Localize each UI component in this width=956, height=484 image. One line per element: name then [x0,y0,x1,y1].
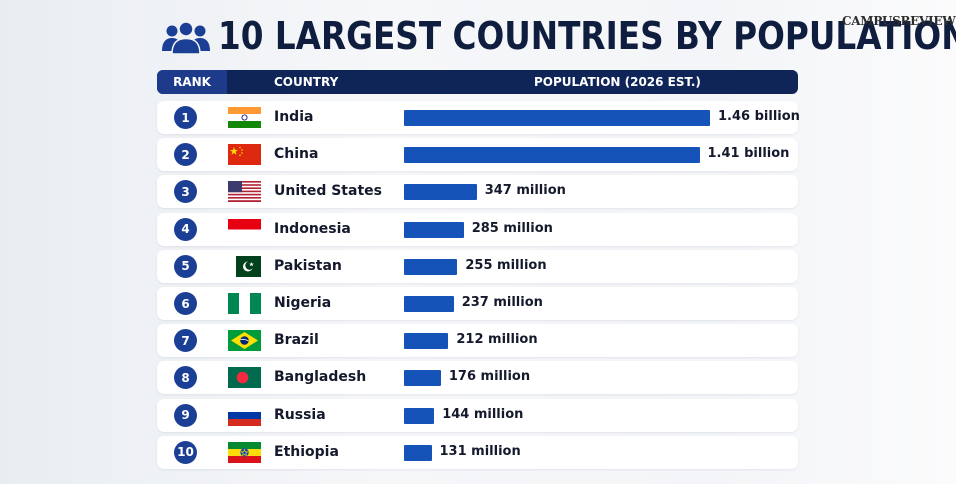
rank-badge: 6 [174,292,197,315]
rank-badge: 1 [174,106,197,129]
bar-ethiopia [404,444,432,461]
bar-label-russia: 144 million [442,406,524,422]
table-row: 1 India 1.46 billion [157,101,800,134]
table-row: 3 United States 347 million [157,175,798,209]
country-name-indonesia: Indonesia [274,220,351,237]
bar-brazil [404,333,449,350]
bar-russia [404,407,435,424]
table-row: 7 Brazil 212 million [157,324,798,358]
country-name-russia: Russia [274,406,326,423]
rank-badge: 10 [174,440,197,464]
country-name-bangladesh: Bangladesh [274,369,367,386]
brand-logo: CAMPUSREVIEW [842,14,956,28]
country-name-united-states: United States [274,183,382,200]
bar-bangladesh [404,370,441,387]
bar-label-ethiopia: 131 million [439,443,521,459]
india-flag-icon [228,107,261,128]
rank-badge: 7 [174,329,197,353]
table-row: 8 Bangladesh 176 million [157,361,798,395]
table-row: 5 Pakistan 255 million [157,249,798,283]
bar-india [404,110,710,126]
table-row: 2 China 1.41 billion [157,138,798,172]
rank-badge: 9 [174,403,197,427]
page-title: 10 LARGEST COUNTRIES BY POPULATION [218,14,956,58]
bar-label-china: 1.41 billion [707,146,790,162]
rank-badge: 3 [174,180,197,204]
ethiopia-flag-icon [228,442,261,463]
bar-label-indonesia: 285 million [471,220,553,236]
header-country: COUNTRY [274,75,339,89]
rank-badge: 5 [174,254,197,278]
country-name-brazil: Brazil [274,332,319,349]
bar-label-india: 1.46 billion [718,109,800,124]
title-area: 10 LARGEST COUNTRIES BY POPULATION CAMPU… [0,0,956,66]
table-row: 6 Nigeria 237 million [157,287,798,320]
rank-badge: 4 [174,217,197,241]
bar-nigeria [404,296,454,312]
people-group-icon [162,21,210,55]
table-row: 10 Ethiopia 131 million [157,435,798,469]
rank-badge: 8 [174,366,197,390]
country-name-nigeria: Nigeria [274,295,332,311]
table-header: RANK COUNTRY POPULATION (2026 EST.) [157,70,798,94]
bar-indonesia [404,221,464,238]
indonesia-flag-icon [228,219,261,240]
table-row: 4 Indonesia 285 million [157,212,798,246]
russia-flag-icon [228,405,261,426]
bar-china [404,147,700,164]
bar-label-brazil: 212 million [456,332,538,348]
usa-flag-icon [228,181,261,202]
country-name-pakistan: Pakistan [274,257,342,274]
country-name-china: China [274,146,319,163]
pakistan-flag-icon [228,256,261,277]
header-rank: RANK [157,70,227,94]
china-flag-icon [228,144,261,165]
brazil-flag-icon [228,330,261,351]
table-row: 9 Russia 144 million [157,398,798,432]
bar-label-pakistan: 255 million [465,257,547,273]
country-name-india: India [274,109,314,125]
nigeria-flag-icon [228,293,261,314]
bar-label-bangladesh: 176 million [448,369,531,385]
bangladesh-flag-icon [228,367,261,388]
bar-label-nigeria: 237 million [461,295,543,310]
bar-united-states [404,184,477,201]
rank-badge: 2 [174,143,197,167]
header-population: POPULATION (2026 EST.) [534,75,701,89]
country-name-ethiopia: Ethiopia [274,443,339,460]
bar-pakistan [404,258,458,275]
bar-label-united-states: 347 million [484,183,566,199]
